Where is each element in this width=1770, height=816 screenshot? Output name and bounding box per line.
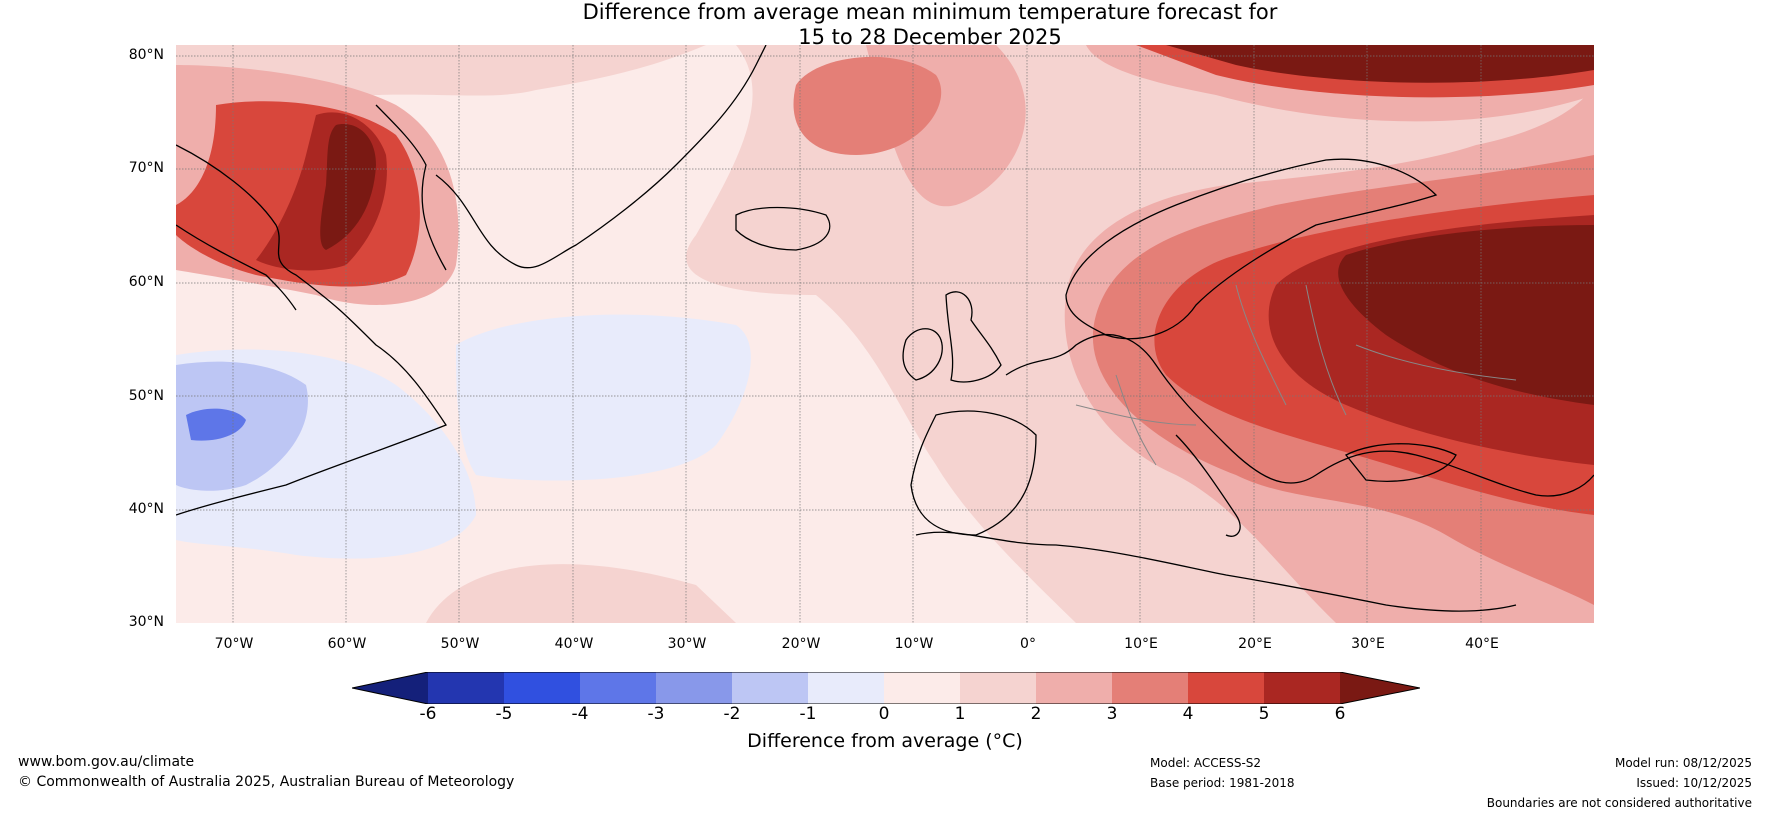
boundaries-disclaimer: Boundaries are not considered authoritat… — [1486, 796, 1752, 810]
anomaly-3-to-4-svalbard — [793, 56, 942, 155]
forecast-map — [176, 45, 1594, 623]
coast-iberia — [910, 410, 1037, 536]
anomaly-cold-minus-2-to-minus-3 — [186, 408, 246, 441]
lon-label-20e: 20°E — [1238, 636, 1272, 652]
lon-label-50w: 50°W — [440, 636, 480, 652]
lon-label-10e: 10°E — [1124, 636, 1158, 652]
lon-label-40e: 40°E — [1465, 636, 1499, 652]
colorbar-tick-minus5: -5 — [495, 704, 513, 724]
website-link[interactable]: www.bom.gov.au/climate — [18, 754, 195, 770]
colorbar-segment-minus1-0 — [808, 672, 884, 704]
anomaly-1-to-2-south — [426, 564, 736, 623]
anomaly-cold-0-to-minus-1-mid — [456, 314, 751, 481]
colorbar-segment-1-2 — [960, 672, 1036, 704]
colorbar-label: Difference from average (°C) — [747, 730, 1023, 752]
map-svg — [176, 45, 1594, 623]
lon-label-0: 0° — [1020, 636, 1036, 652]
lat-label-40n: 40°N — [128, 501, 164, 517]
lon-label-20w: 20°W — [781, 636, 821, 652]
colorbar-segment-below-6 — [352, 672, 428, 704]
colorbar-segment-above-6 — [1340, 672, 1420, 704]
coast-italy — [1175, 434, 1241, 537]
lon-label-30e: 30°E — [1351, 636, 1385, 652]
title-line-1: Difference from average mean minimum tem… — [582, 0, 1278, 24]
anomaly-1-to-2-north — [176, 45, 706, 135]
anomaly-over-6-europe — [1338, 225, 1594, 405]
map-title: Difference from average mean minimum tem… — [0, 0, 1770, 50]
coast-black-sea — [1344, 443, 1457, 482]
anomaly-greenland-warm-6 — [320, 124, 376, 250]
colorbar-tick-minus4: -4 — [571, 704, 589, 724]
colorbar-segment-minus4-minus3 — [580, 672, 656, 704]
colorbar — [351, 671, 1421, 708]
colorbar-tick-minus3: -3 — [647, 704, 665, 724]
colorbar-tick-0: 0 — [878, 704, 890, 724]
colorbar-tick-4: 4 — [1182, 704, 1194, 724]
anomaly-over-6-arctic — [1166, 45, 1594, 83]
colorbar-tick-minus2: -2 — [723, 704, 741, 724]
coast-canada — [176, 144, 447, 516]
colorbar-tick-5: 5 — [1258, 704, 1270, 724]
coast-greenland-east — [435, 45, 767, 269]
colorbar-tick-3: 3 — [1106, 704, 1118, 724]
lon-label-30w: 30°W — [667, 636, 707, 652]
colorbar-segment-2-3 — [1036, 672, 1112, 704]
lon-label-10w: 10°W — [894, 636, 934, 652]
model-name: Model: ACCESS-S2 — [1150, 756, 1262, 770]
coast-britain — [945, 291, 1002, 383]
colorbar-tick-1: 1 — [954, 704, 966, 724]
colorbar-tick-minus6: -6 — [419, 704, 437, 724]
coastlines — [176, 45, 1594, 612]
colorbar-segment-minus3-minus2 — [656, 672, 732, 704]
lat-label-60n: 60°N — [128, 274, 164, 290]
colorbar-segment-0-1 — [884, 672, 960, 704]
colorbar-segment-5-6 — [1264, 672, 1340, 704]
lat-label-30n: 30°N — [128, 614, 164, 630]
coast-continental-europe — [1005, 333, 1594, 497]
coast-scandinavia — [1065, 158, 1438, 340]
graticule — [176, 45, 1594, 623]
lon-label-60w: 60°W — [327, 636, 367, 652]
colorbar-segment-3-4 — [1112, 672, 1188, 704]
lat-label-80n: 80°N — [128, 47, 164, 63]
copyright-text: © Commonwealth of Australia 2025, Austra… — [18, 774, 515, 790]
lat-label-70n: 70°N — [128, 160, 164, 176]
coast-ireland — [902, 328, 943, 381]
coast-north-africa — [915, 531, 1517, 612]
borders — [1075, 284, 1517, 466]
lon-label-40w: 40°W — [554, 636, 594, 652]
colorbar-tick-6: 6 — [1334, 704, 1346, 724]
coast-iceland — [735, 206, 831, 251]
base-period: Base period: 1981-2018 — [1150, 776, 1295, 790]
colorbar-tick-minus1: -1 — [799, 704, 817, 724]
colorbar-segment-minus2-minus1 — [732, 672, 808, 704]
colorbar-segment-minus6-minus5 — [428, 672, 504, 704]
colorbar-svg — [351, 671, 1421, 705]
lon-label-70w: 70°W — [214, 636, 254, 652]
lat-label-50n: 50°N — [128, 388, 164, 404]
model-run-date: Model run: 08/12/2025 — [1614, 756, 1752, 770]
colorbar-segment-4-5 — [1188, 672, 1264, 704]
colorbar-segment-minus5-minus4 — [504, 672, 580, 704]
coast-labrador — [176, 224, 297, 311]
colorbar-tick-2: 2 — [1030, 704, 1042, 724]
coast-greenland-west — [375, 104, 447, 271]
issued-date: Issued: 10/12/2025 — [1636, 776, 1752, 790]
